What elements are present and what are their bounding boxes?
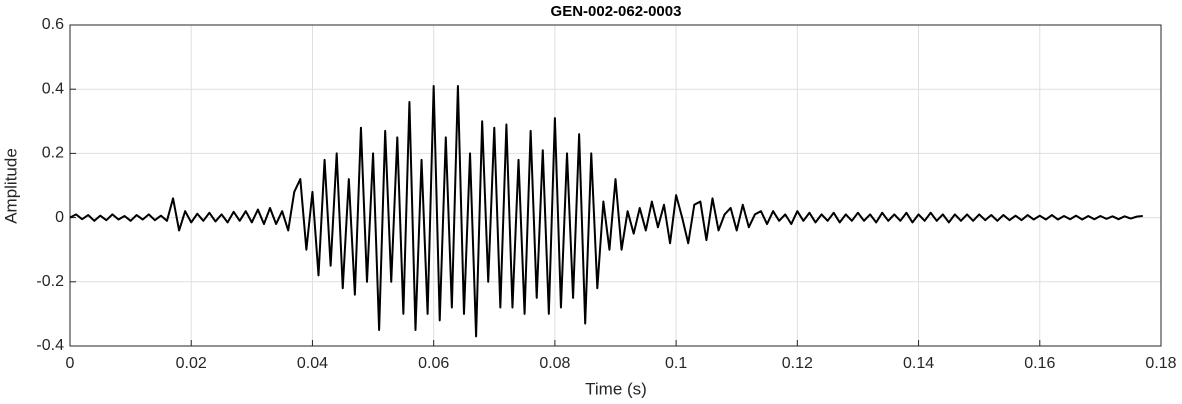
y-tick-label: 0.6 bbox=[42, 16, 64, 33]
y-tick-label: 0.4 bbox=[42, 80, 64, 97]
x-tick-label: 0.16 bbox=[1024, 355, 1055, 372]
y-tick-label: 0 bbox=[55, 209, 64, 226]
x-tick-label: 0.04 bbox=[297, 355, 328, 372]
chart-title: GEN-002-062-0003 bbox=[551, 3, 682, 20]
y-tick-label: 0.2 bbox=[42, 145, 64, 162]
x-axis-label: Time (s) bbox=[585, 379, 647, 398]
y-tick-label: -0.2 bbox=[36, 273, 64, 290]
plot-frame bbox=[69, 24, 1162, 347]
x-tick-label: 0.06 bbox=[418, 355, 449, 372]
x-tick-label: 0.12 bbox=[782, 355, 813, 372]
x-tick-label: 0.1 bbox=[665, 355, 687, 372]
x-tick-label: 0 bbox=[66, 355, 75, 372]
x-tick-label: 0.18 bbox=[1145, 355, 1176, 372]
x-tick-label: 0.08 bbox=[539, 355, 570, 372]
x-tick-label: 0.02 bbox=[176, 355, 207, 372]
y-axis-label: Amplitude bbox=[1, 148, 20, 224]
y-tick-label: -0.4 bbox=[36, 337, 64, 354]
x-tick-label: 0.14 bbox=[903, 355, 934, 372]
waveform-line bbox=[69, 84, 1143, 338]
